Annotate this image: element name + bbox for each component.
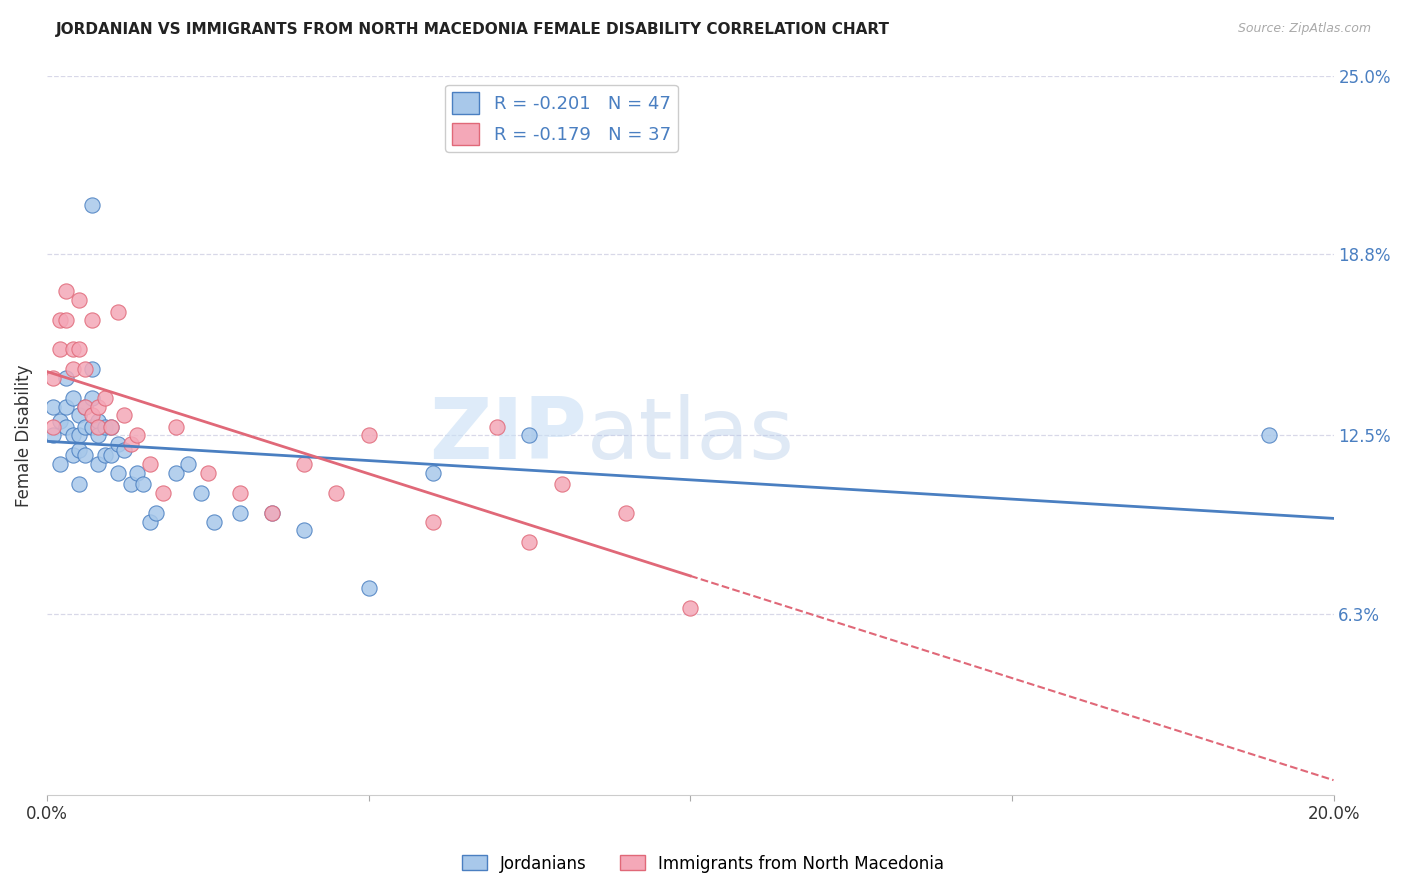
Point [1258, 428, 1281, 442]
Point [112, 408, 135, 422]
Point [42, 370, 65, 384]
Point [42, 428, 65, 442]
Point [357, 581, 380, 595]
Point [55, 313, 77, 327]
Point [125, 466, 148, 480]
Point [49, 342, 72, 356]
Point [94, 449, 117, 463]
Point [62, 362, 84, 376]
Point [614, 506, 637, 520]
Point [152, 486, 174, 500]
Point [55, 400, 77, 414]
Point [260, 506, 283, 520]
Point [75, 400, 97, 414]
Point [202, 515, 225, 529]
Point [80, 391, 103, 405]
Text: ZIP: ZIP [429, 393, 588, 477]
Point [87, 400, 110, 414]
Point [139, 457, 162, 471]
Point [107, 466, 129, 480]
Point [165, 419, 187, 434]
Point [80, 198, 103, 212]
Point [67, 477, 90, 491]
Point [100, 419, 122, 434]
Text: Source: ZipAtlas.com: Source: ZipAtlas.com [1237, 22, 1371, 36]
Point [80, 419, 103, 434]
Point [80, 362, 103, 376]
Point [139, 515, 162, 529]
Point [94, 391, 117, 405]
Point [107, 304, 129, 318]
Point [519, 534, 541, 549]
Point [94, 419, 117, 434]
Point [260, 506, 283, 520]
Point [42, 419, 65, 434]
Point [62, 449, 84, 463]
Point [87, 457, 110, 471]
Point [229, 506, 252, 520]
Point [67, 293, 90, 307]
Point [67, 428, 90, 442]
Point [100, 419, 122, 434]
Point [125, 428, 148, 442]
Point [132, 477, 155, 491]
Point [87, 419, 110, 434]
Point [679, 601, 702, 615]
Point [55, 419, 77, 434]
Point [75, 400, 97, 414]
Point [75, 419, 97, 434]
Text: atlas: atlas [588, 393, 796, 477]
Point [357, 428, 380, 442]
Point [107, 437, 129, 451]
Point [42, 400, 65, 414]
Point [62, 428, 84, 442]
Point [550, 477, 572, 491]
Point [62, 342, 84, 356]
Point [190, 486, 212, 500]
Point [67, 442, 90, 457]
Point [325, 486, 347, 500]
Point [100, 449, 122, 463]
Legend: R = -0.201   N = 47, R = -0.179   N = 37: R = -0.201 N = 47, R = -0.179 N = 37 [444, 85, 678, 152]
Point [87, 428, 110, 442]
Point [177, 457, 200, 471]
Point [62, 391, 84, 405]
Point [75, 449, 97, 463]
Point [80, 408, 103, 422]
Point [292, 523, 315, 537]
Point [49, 313, 72, 327]
Point [55, 370, 77, 384]
Point [112, 442, 135, 457]
Point [486, 419, 509, 434]
Point [229, 486, 252, 500]
Point [67, 342, 90, 356]
Point [422, 515, 444, 529]
Point [165, 466, 187, 480]
Y-axis label: Female Disability: Female Disability [15, 364, 32, 507]
Point [80, 313, 103, 327]
Point [75, 362, 97, 376]
Point [55, 285, 77, 299]
Point [292, 457, 315, 471]
Text: JORDANIAN VS IMMIGRANTS FROM NORTH MACEDONIA FEMALE DISABILITY CORRELATION CHART: JORDANIAN VS IMMIGRANTS FROM NORTH MACED… [56, 22, 890, 37]
Point [120, 477, 142, 491]
Legend: Jordanians, Immigrants from North Macedonia: Jordanians, Immigrants from North Macedo… [456, 848, 950, 880]
Point [49, 414, 72, 428]
Point [197, 466, 219, 480]
Point [145, 506, 167, 520]
Point [49, 457, 72, 471]
Point [519, 428, 541, 442]
Point [422, 466, 444, 480]
Point [120, 437, 142, 451]
Point [67, 408, 90, 422]
Point [87, 414, 110, 428]
